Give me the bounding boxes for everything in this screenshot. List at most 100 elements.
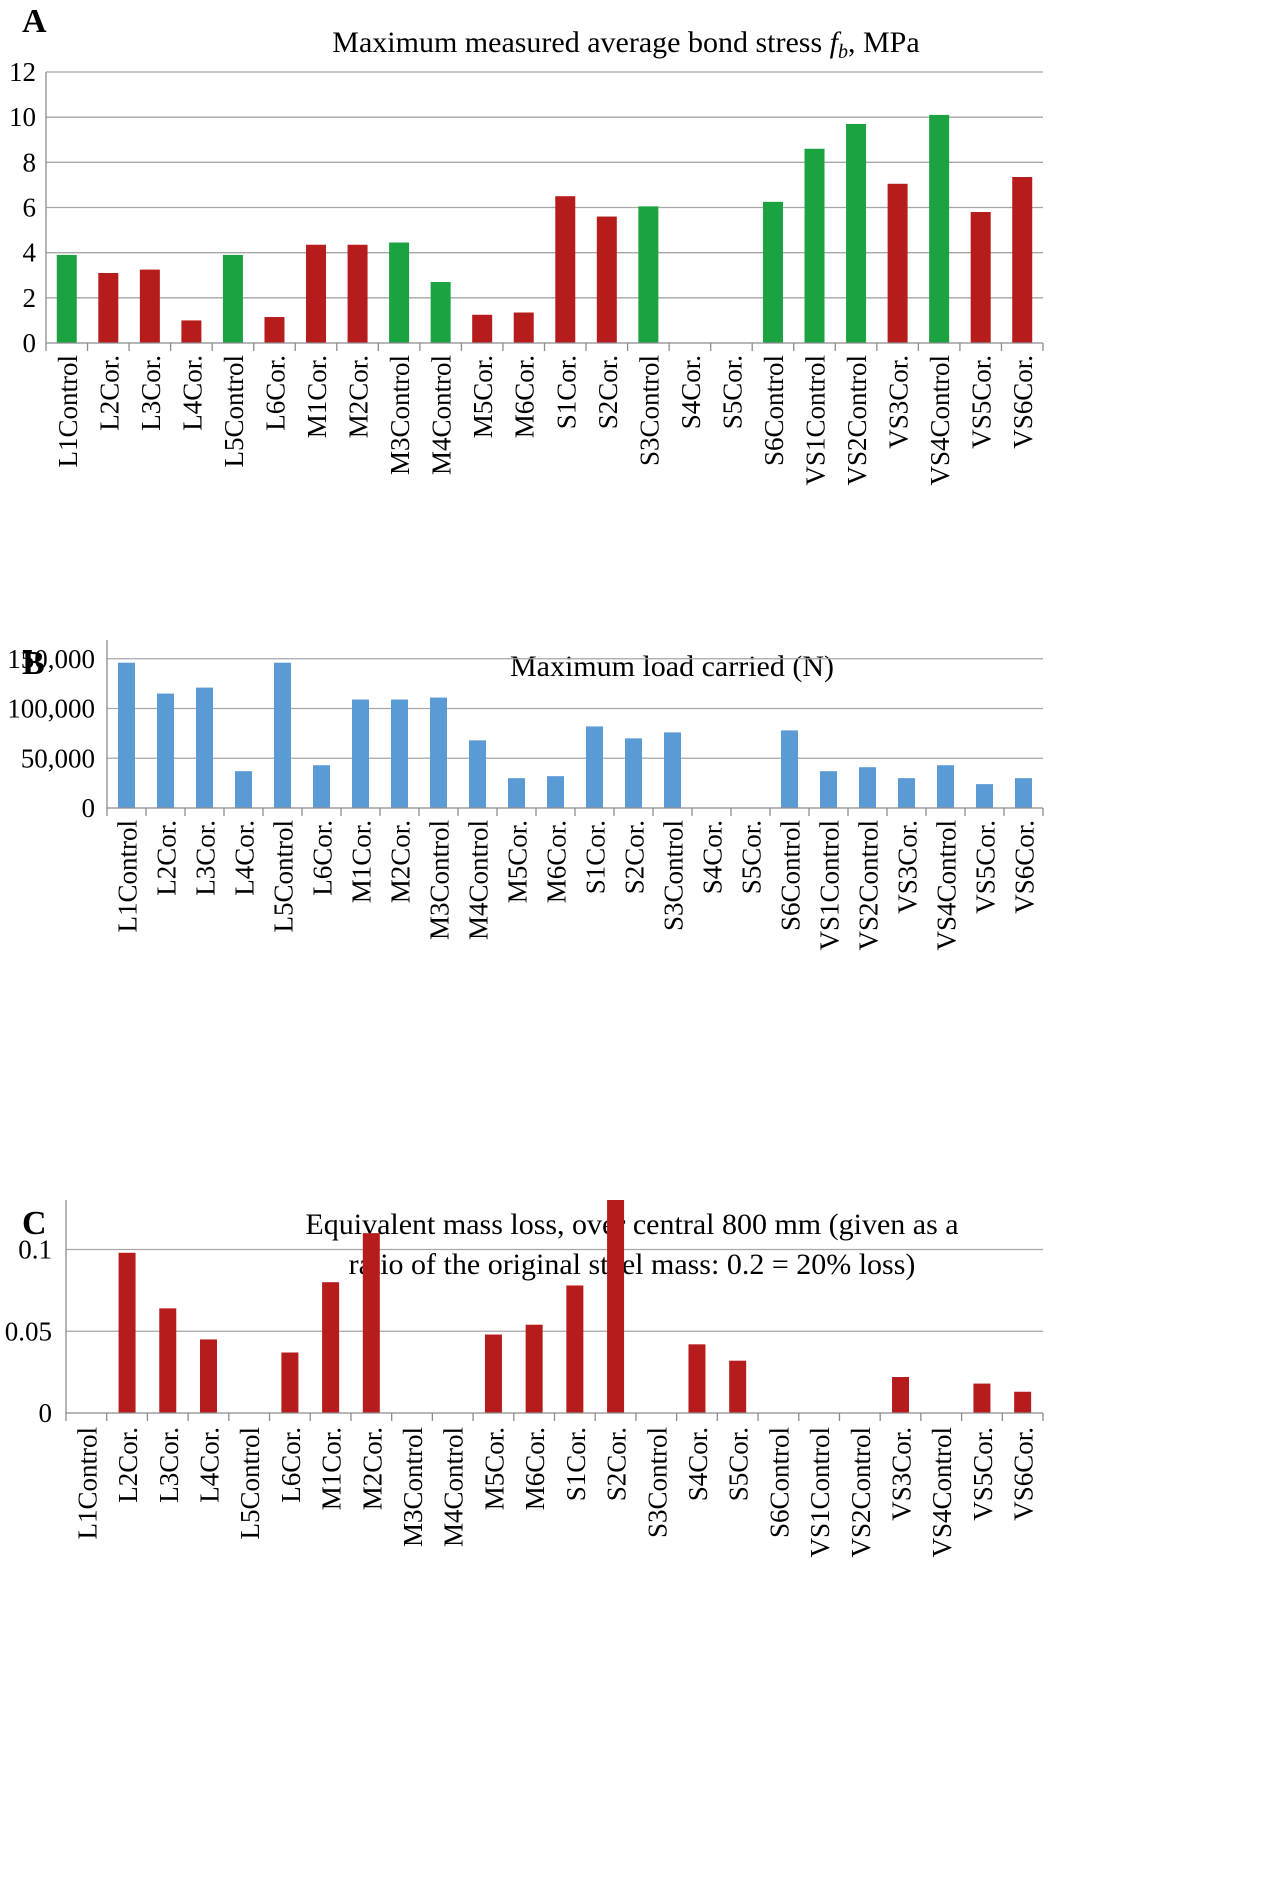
x-category-label: S4Cor. <box>676 355 706 429</box>
bar-s1cor <box>555 196 576 343</box>
x-category-label: M1Cor. <box>347 820 377 903</box>
y-tick-label: 0 <box>39 1398 53 1428</box>
bar-s6control <box>762 201 783 343</box>
bar-vs2control <box>859 767 876 808</box>
x-category-label: VS3Cor. <box>887 1427 917 1521</box>
bar-l3cor <box>139 269 160 343</box>
x-category-label: L1Control <box>72 1427 102 1540</box>
bar-s1cor <box>586 726 603 808</box>
bar-vs4control <box>937 765 954 808</box>
x-category-label: S2Cor. <box>593 355 623 429</box>
y-tick-label: 2 <box>23 283 37 313</box>
bar-m5cor <box>508 778 525 808</box>
x-category-label: L1Control <box>53 355 83 468</box>
y-tick-label: 8 <box>23 147 37 177</box>
x-category-label: M1Cor. <box>302 355 332 438</box>
x-category-label: S1Cor. <box>561 1427 591 1501</box>
y-tick-label: 0.05 <box>5 1316 52 1346</box>
x-category-label: VS5Cor. <box>968 1427 998 1521</box>
x-category-label: M6Cor. <box>510 355 540 438</box>
x-category-label: M5Cor. <box>503 820 533 903</box>
bar-s3control <box>664 732 681 808</box>
x-category-label: L2Cor. <box>94 355 124 431</box>
bar-vs5cor <box>976 784 993 808</box>
bar-m6cor <box>525 1324 543 1413</box>
x-category-label: M4Control <box>439 1427 469 1547</box>
x-category-label: S2Cor. <box>620 820 650 894</box>
bar-l2cor <box>157 693 174 808</box>
x-category-label: L1Control <box>113 820 143 933</box>
x-category-label: S3Control <box>642 1427 672 1538</box>
bar-vs2control <box>846 123 867 343</box>
chart-panel-c: C Equivalent mass loss, over central 800… <box>5 1200 1044 1558</box>
bar-vs3cor <box>892 1377 910 1413</box>
x-category-label: M4Control <box>464 820 494 940</box>
bar-m3control <box>389 242 410 343</box>
bar-l2cor <box>118 1252 136 1413</box>
axes-a <box>45 72 1044 351</box>
bar-s3control <box>638 206 659 343</box>
x-category-label: S5Cor. <box>737 820 767 894</box>
bars-b <box>118 662 1032 808</box>
axes-c <box>65 1200 1044 1421</box>
bar-m2cor <box>347 244 368 343</box>
y-tick-label: 12 <box>9 57 36 87</box>
x-category-label: VS2Control <box>854 820 884 951</box>
x-category-label: S6Control <box>776 820 806 931</box>
x-category-label: L4Cor. <box>177 355 207 431</box>
bar-l5control <box>222 254 243 343</box>
x-category-label: L5Control <box>219 355 249 468</box>
bar-l1control <box>56 254 77 343</box>
bar-vs3cor <box>898 778 915 808</box>
x-category-label: VS2Control <box>842 355 872 486</box>
x-category-label: VS6Cor. <box>1008 355 1038 449</box>
x-category-label: VS4Control <box>925 355 955 486</box>
bar-l4cor <box>199 1339 217 1413</box>
bar-m5cor <box>472 314 493 343</box>
x-category-labels-b: L1Control L2Cor. L3Cor. L4Cor. L5Control L6Co… <box>113 820 1040 951</box>
bar-m3control <box>430 697 447 808</box>
x-category-label: S4Cor. <box>683 1427 713 1501</box>
chart-title-a: Maximum measured average bond stress fb,… <box>332 26 919 63</box>
chart-panel-a: A Maximum measured average bond stress f… <box>9 3 1044 486</box>
gridlines-c <box>66 1248 1043 1332</box>
bar-s6control <box>781 730 798 808</box>
x-category-label: M2Cor. <box>344 355 374 438</box>
x-category-label: VS6Cor. <box>1009 1427 1039 1521</box>
x-category-label: VS4Control <box>932 820 962 951</box>
x-category-label: L3Cor. <box>136 355 166 431</box>
x-category-label: M5Cor. <box>479 1427 509 1510</box>
bar-l2cor <box>98 272 119 343</box>
x-category-label: L5Control <box>269 820 299 933</box>
x-category-label: S6Control <box>759 355 789 466</box>
x-category-label: S1Cor. <box>581 820 611 894</box>
x-category-label: VS6Cor. <box>1010 820 1040 914</box>
bar-l6cor <box>281 1352 299 1413</box>
x-category-label: VS1Control <box>815 820 845 951</box>
bar-vs5cor <box>973 1383 991 1413</box>
x-category-label: L2Cor. <box>113 1427 143 1503</box>
x-category-label: L6Cor. <box>276 1427 306 1503</box>
bar-vs1control <box>820 771 837 808</box>
chart-panel-b: B Maximum load carried (N) 0 50,000 100,00… <box>7 640 1044 951</box>
bar-l4cor <box>235 771 252 808</box>
y-tick-label: 0 <box>23 328 37 358</box>
bar-m6cor <box>513 312 534 343</box>
bar-vs4control <box>929 114 950 344</box>
y-tick-labels-a: 0 2 4 6 8 10 12 <box>9 57 37 358</box>
x-category-label: M3Control <box>425 820 455 940</box>
bar-l6cor <box>264 317 285 343</box>
panel-letter-b: B <box>22 645 45 682</box>
x-category-label: M5Cor. <box>468 355 498 438</box>
x-category-label: L4Cor. <box>230 820 260 896</box>
y-tick-labels-c: 00.050.10.150.2 <box>5 1235 53 1429</box>
x-category-label: S3Control <box>659 820 689 931</box>
gridlines-b <box>107 658 1043 759</box>
chart-title-c-line-2: ratio of the original steel mass: 0.2 = … <box>349 1248 916 1281</box>
panel-letter-a: A <box>22 3 47 40</box>
y-tick-label: 0 <box>82 793 96 823</box>
bar-s2cor <box>607 1200 625 1413</box>
chart-title-c-line-1: Equivalent mass loss, over central 800 m… <box>305 1208 958 1241</box>
bar-s2cor <box>625 738 642 808</box>
